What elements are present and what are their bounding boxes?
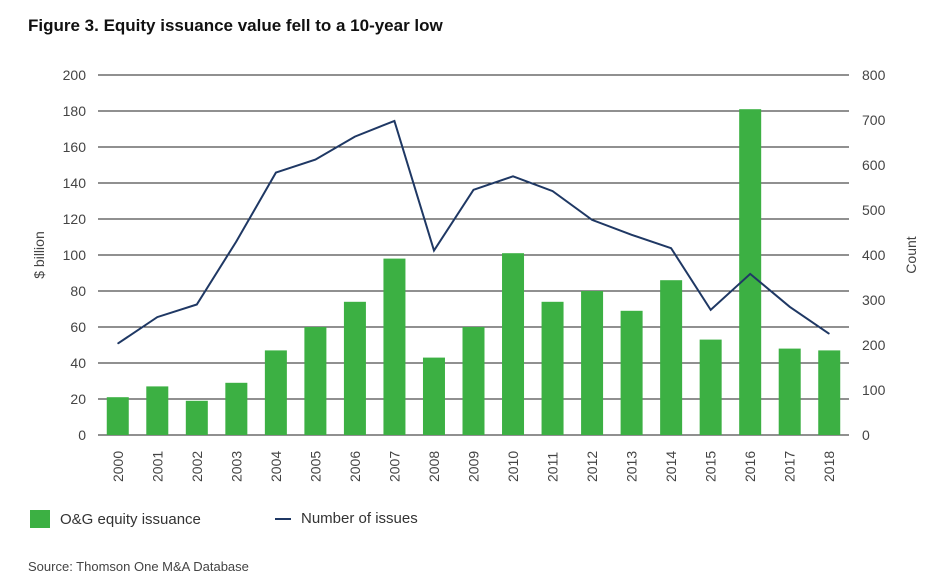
bar-2008 (422, 357, 445, 435)
y2-tick-label: 400 (862, 247, 886, 263)
bar-2018 (818, 350, 841, 435)
legend-line-label: Number of issues (301, 510, 418, 527)
y-tick-label: 180 (63, 103, 87, 119)
line-point-2003 (235, 241, 237, 242)
line-point-2017 (789, 306, 791, 308)
bar-2009 (462, 327, 485, 435)
line-point-2010 (512, 175, 514, 177)
x-tick-label: 2011 (545, 452, 561, 482)
x-tick-label: 2005 (307, 451, 323, 482)
legend-line-swatch (275, 517, 291, 520)
y-tick-label: 100 (63, 247, 87, 263)
bar-series (106, 109, 841, 435)
y-tick-label: 20 (70, 391, 86, 407)
x-tick-label: 2003 (228, 451, 244, 482)
line-point-2011 (552, 190, 554, 192)
bar-2012 (581, 291, 604, 435)
line-point-2009 (473, 189, 474, 191)
y-tick-label: 120 (63, 211, 87, 227)
x-tick-label: 2002 (189, 451, 205, 482)
line-point-2013 (631, 234, 633, 236)
y-tick-label: 160 (63, 139, 87, 155)
y-tick-label: 0 (78, 427, 86, 443)
y2-tick-label: 200 (862, 337, 886, 353)
bar-2005 (304, 327, 327, 435)
line-point-2000 (117, 343, 119, 345)
x-axis-ticks: 2000 2001 2002 2003 2004 2005 2006 2007 2008 2009… (110, 451, 837, 482)
line-point-2004 (275, 172, 277, 174)
y-tick-label: 40 (70, 355, 86, 371)
y-axis-label: $ billion (31, 231, 47, 278)
y2-tick-label: 500 (862, 202, 886, 218)
x-tick-label: 2018 (821, 451, 837, 482)
chart-title: Figure 3. Equity issuance value fell to … (28, 16, 443, 35)
bar-2003 (225, 382, 248, 435)
x-tick-label: 2001 (149, 451, 165, 482)
y2-tick-label: 300 (862, 292, 886, 308)
y2-tick-label: 700 (862, 112, 886, 128)
legend-bar-swatch (30, 510, 50, 528)
x-tick-label: 2013 (624, 451, 640, 482)
y-tick-label: 140 (63, 175, 87, 191)
bar-2001 (146, 386, 169, 435)
line-point-2005 (314, 159, 316, 161)
y2-axis-label: Count (903, 236, 919, 273)
bar-2016 (739, 109, 762, 435)
x-tick-label: 2008 (426, 451, 442, 482)
x-tick-label: 2000 (110, 451, 126, 482)
source-note: Source: Thomson One M&A Database (28, 559, 249, 574)
x-tick-label: 2012 (584, 451, 600, 482)
x-tick-label: 2010 (505, 451, 521, 482)
bar-2015 (699, 339, 722, 435)
x-tick-label: 2004 (268, 451, 284, 482)
bar-2014 (660, 280, 683, 435)
legend-item-line: Number of issues (275, 510, 418, 527)
bar-2000 (106, 397, 129, 435)
y-tick-label: 80 (70, 283, 86, 299)
x-tick-label: 2006 (347, 451, 363, 482)
line-point-2016 (749, 273, 751, 275)
x-tick-label: 2009 (466, 451, 482, 482)
bar-2004 (264, 350, 287, 435)
number-of-issues-line (117, 119, 830, 345)
legend-bar-label: O&G equity issuance (60, 510, 201, 528)
line-point-2014 (670, 247, 672, 249)
x-tick-label: 2017 (782, 451, 798, 482)
line-point-2006 (354, 136, 356, 138)
bar-2010 (502, 253, 525, 435)
x-tick-label: 2015 (703, 451, 719, 482)
line-point-2002 (196, 304, 198, 305)
y2-tick-label: 600 (862, 157, 886, 173)
line-point-2008 (433, 250, 435, 251)
x-tick-label: 2007 (386, 451, 402, 482)
x-tick-label: 2014 (663, 451, 679, 482)
bar-2013 (620, 310, 643, 435)
left-axis-ticks: 0 20 40 60 80 100 120 140 160 180 200 (63, 67, 87, 443)
bar-2007 (383, 258, 406, 435)
line-point-2001 (156, 316, 158, 318)
bar-2011 (541, 301, 564, 435)
y2-tick-label: 100 (862, 382, 886, 398)
line-point-2015 (710, 309, 712, 311)
legend-item-bar: O&G equity issuance (30, 510, 201, 528)
y-tick-label: 200 (63, 67, 87, 83)
right-axis-ticks: 0 100 200 300 400 500 600 700 800 (862, 67, 886, 443)
y2-tick-label: 800 (862, 67, 886, 83)
line-series (117, 119, 830, 345)
x-tick-label: 2016 (742, 451, 758, 482)
line-point-2007 (393, 120, 395, 122)
bar-2017 (778, 348, 801, 435)
line-point-2018 (828, 333, 830, 335)
bar-2002 (185, 400, 208, 435)
bar-2006 (343, 301, 366, 435)
y-tick-label: 60 (70, 319, 86, 335)
y2-tick-label: 0 (862, 427, 870, 443)
line-point-2012 (591, 219, 593, 221)
